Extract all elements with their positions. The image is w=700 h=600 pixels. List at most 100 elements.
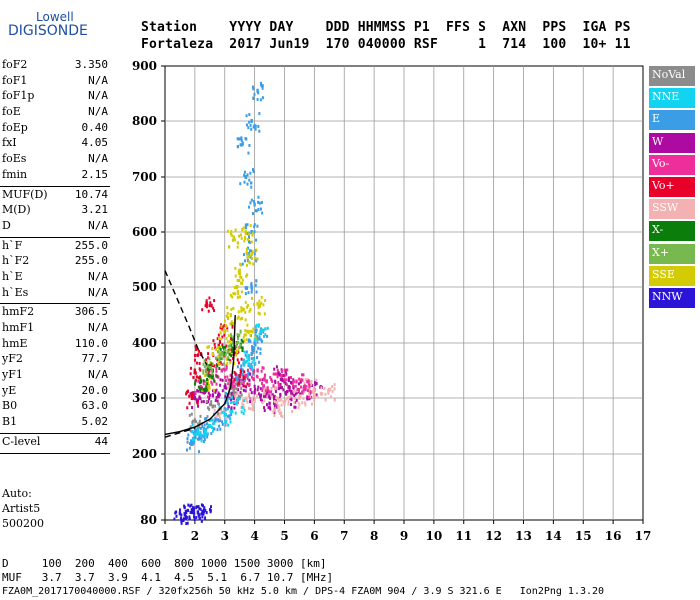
echo-pixel-x [230,334,233,338]
echo-pixel-ssw [286,396,289,400]
echo-pixel-e [257,346,260,350]
echo-pixel-w [197,389,200,393]
echo-pixel-e [214,416,217,420]
echo-pixel-vo [205,301,208,305]
echo-pixel-e [247,151,250,155]
echo-pixel-sse [249,333,252,337]
echo-pixel-vo [306,380,309,384]
echo-pixel-x [202,371,205,375]
echo-pixel-w [228,378,231,382]
echo-pixel-w [314,380,317,384]
echo-pixel-ssw [251,405,254,409]
echo-pixel-vo [213,342,216,346]
echo-pixel-vo [207,352,210,356]
echo-point-e [250,285,253,289]
echo-pixel-vo [189,372,192,376]
echo-pixel-w [288,385,291,389]
echo-pixel-nne [254,333,257,337]
echo-pixel-nnw [193,517,196,521]
echo-pixel-sse [249,261,252,265]
echo-pixel-e [250,362,253,366]
echo-pixel-e [256,356,259,360]
echo-pixel-nnw [201,509,204,513]
echo-pixel-vo [227,382,230,386]
echo-pixel-sse [220,337,223,341]
param-separator [0,185,110,187]
echo-pixel-ssw [279,398,282,402]
echo-point-w [232,396,235,400]
echo-pixel-nnw [184,514,187,518]
echo-pixel-e [249,123,252,127]
echo-pixel-vo [185,391,188,395]
echo-pixel-ssw [333,398,336,402]
echo-pixel-w [215,388,218,392]
echo-pixel-e [244,292,247,296]
echo-pixel-e [248,338,251,342]
echo-pixel-x [205,386,208,390]
echo-point-e [253,202,256,207]
echo-pixel-ssw [252,395,255,399]
x-tick-label: 7 [340,529,348,543]
echo-pixel-nne [245,355,248,359]
echo-pixel-nne [242,412,245,416]
legend-item-e: E [649,110,695,131]
echo-pixel-e [186,437,189,441]
echo-pixel-vo [205,358,208,362]
echo-pixel-e [260,338,263,342]
echo-pixel-nne [200,439,203,443]
echo-pixel-w [273,367,276,371]
echo-pixel-vo [205,299,208,303]
echo-pixel-vo [221,335,224,339]
echo-pixel-vo [242,380,245,384]
echo-pixel-sse [237,241,240,245]
echo-pixel-sse [232,292,235,296]
echo-pixel-noval [199,414,202,418]
echo-pixel-w [274,389,277,393]
echo-pixel-vo [276,368,279,372]
echo-pixel-ssw [276,386,279,390]
echo-pixel-w [308,383,311,387]
echo-pixel-nne [256,338,259,342]
echo-pixel-nne [242,360,245,364]
echo-pixel-e [260,327,263,331]
echo-pixel-vo [252,378,255,382]
param-row-foe: foE N/A [0,105,112,121]
echo-pixel-ssw [292,389,295,393]
x-tick-label: 12 [485,529,502,543]
echo-pixel-e [255,328,258,332]
echo-pixel-w [259,394,262,398]
echo-pixel-nnw [204,509,207,513]
param-value: N/A [88,89,108,103]
echo-pixel-e [191,441,194,445]
echo-pixel-noval [198,425,201,429]
echo-pixel-w [273,401,276,405]
echo-pixel-ssw [241,399,244,403]
echo-pixel-e [253,199,256,203]
echo-pixel-vo [197,399,200,403]
echo-pixel-sse [225,337,228,341]
echo-pixel-ssw [331,389,334,393]
echo-pixel-noval [205,399,208,403]
echo-pixel-e [198,437,201,441]
echo-pixel-vo [227,378,230,382]
echo-pixel-nne [204,429,207,433]
echo-pixel-vo [197,379,200,383]
echo-pixel-e [206,425,209,429]
echo-pixel-vo [234,347,237,351]
echo-pixel-nnw [188,517,191,521]
echo-pixel-sse [243,235,246,239]
param-row-he: h`E N/A [0,270,112,286]
echo-pixel-x [227,356,230,360]
echo-pixel-e [246,286,249,290]
echo-pixel-e [255,330,258,334]
echo-pixel-e [254,283,257,287]
echo-pixel-e [249,171,252,175]
echo-pixel-sse [259,304,262,308]
echo-pixel-vo [216,358,219,362]
echo-pixel-w [288,388,291,392]
echo-pixel-vo [213,364,216,368]
echo-pixel-e [247,126,250,130]
echo-pixel-nne [229,410,232,414]
echo-pixel-nne [254,324,257,328]
echo-pixel-sse [248,309,251,313]
